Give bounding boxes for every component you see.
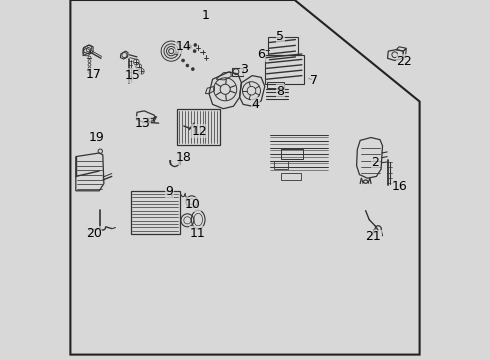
Text: 5: 5 [276, 30, 284, 43]
Text: 20: 20 [86, 227, 102, 240]
Text: 17: 17 [86, 68, 102, 81]
Text: 16: 16 [391, 180, 407, 193]
Text: 13: 13 [135, 117, 150, 130]
Bar [281, 149, 303, 159]
Text: 19: 19 [89, 131, 104, 144]
Bar [176, 109, 220, 145]
Text: 21: 21 [365, 230, 381, 243]
Bar [130, 191, 180, 234]
Bar [281, 173, 301, 180]
Text: 6: 6 [257, 48, 265, 61]
Text: 12: 12 [192, 125, 207, 138]
Text: 8: 8 [276, 85, 284, 98]
Circle shape [194, 44, 197, 46]
Text: 4: 4 [252, 98, 260, 111]
Text: 18: 18 [176, 151, 192, 164]
Text: 15: 15 [125, 69, 141, 82]
Circle shape [182, 59, 185, 62]
Text: 22: 22 [396, 55, 412, 68]
Text: 2: 2 [371, 156, 379, 169]
Text: 11: 11 [190, 227, 205, 240]
Circle shape [175, 52, 178, 55]
Circle shape [192, 68, 194, 71]
Text: 7: 7 [310, 74, 318, 87]
Circle shape [186, 64, 189, 67]
Text: 1: 1 [201, 9, 209, 22]
Bar [265, 55, 304, 84]
Text: 14: 14 [176, 40, 192, 53]
Text: 3: 3 [240, 63, 248, 76]
Bar [268, 37, 297, 55]
Text: 9: 9 [166, 185, 173, 198]
Circle shape [187, 45, 192, 49]
Polygon shape [71, 0, 419, 355]
Bar [232, 68, 243, 76]
Bar [267, 82, 284, 88]
Bar [274, 161, 288, 169]
Circle shape [193, 50, 196, 53]
Text: 10: 10 [185, 198, 201, 211]
